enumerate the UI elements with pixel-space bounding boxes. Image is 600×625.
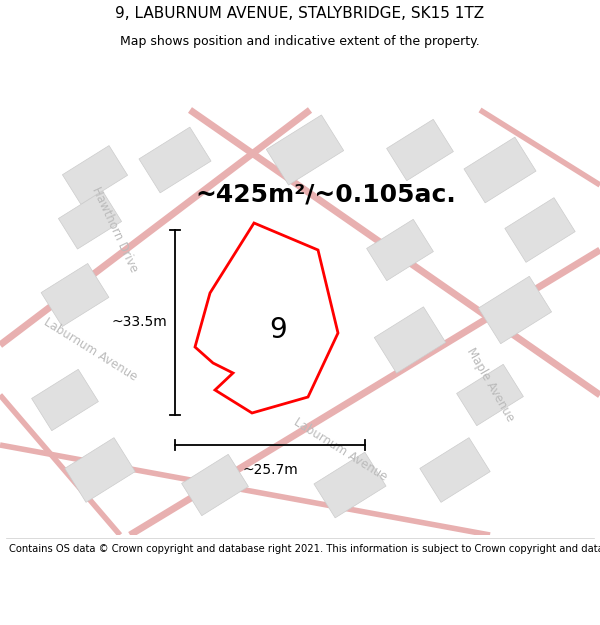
Text: ~33.5m: ~33.5m [111, 316, 167, 329]
Text: 9: 9 [269, 316, 287, 344]
Text: Contains OS data © Crown copyright and database right 2021. This information is : Contains OS data © Crown copyright and d… [9, 544, 600, 554]
Text: Laburnum Avenue: Laburnum Avenue [41, 316, 139, 384]
Text: 9, LABURNUM AVENUE, STALYBRIDGE, SK15 1TZ: 9, LABURNUM AVENUE, STALYBRIDGE, SK15 1T… [115, 6, 485, 21]
Polygon shape [238, 306, 322, 384]
Polygon shape [367, 219, 433, 281]
Text: Laburnum Avenue: Laburnum Avenue [291, 416, 389, 484]
Text: Map shows position and indicative extent of the property.: Map shows position and indicative extent… [120, 35, 480, 48]
Polygon shape [182, 454, 248, 516]
Polygon shape [420, 438, 490, 503]
Polygon shape [314, 452, 386, 518]
Polygon shape [266, 115, 344, 185]
Polygon shape [457, 364, 523, 426]
Polygon shape [62, 146, 128, 204]
Polygon shape [41, 264, 109, 326]
Polygon shape [386, 119, 454, 181]
Polygon shape [478, 276, 551, 344]
Polygon shape [505, 198, 575, 262]
Text: ~425m²/~0.105ac.: ~425m²/~0.105ac. [195, 183, 456, 207]
Polygon shape [139, 127, 211, 193]
Polygon shape [195, 223, 338, 413]
Text: Hawthorn Drive: Hawthorn Drive [89, 185, 140, 275]
Polygon shape [65, 438, 135, 503]
Polygon shape [32, 369, 98, 431]
Polygon shape [464, 137, 536, 203]
Text: Maple Avenue: Maple Avenue [464, 346, 517, 424]
Polygon shape [374, 307, 446, 373]
Polygon shape [58, 191, 122, 249]
Text: ~25.7m: ~25.7m [242, 463, 298, 477]
